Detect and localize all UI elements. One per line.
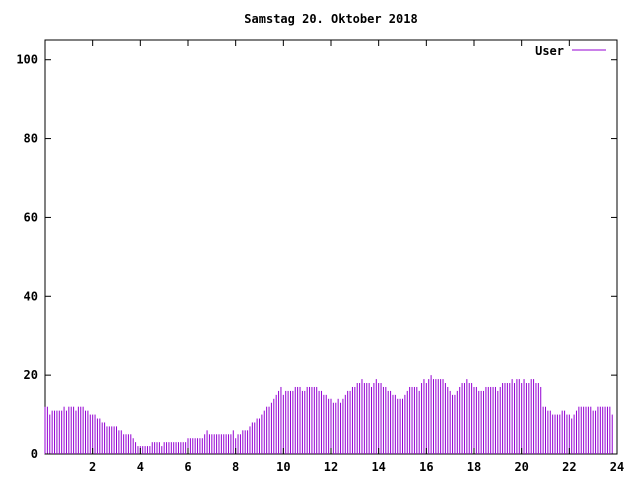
x-axis: 2 4 6 8 10 12 14 16 18 20 22 24 (89, 40, 624, 474)
y-tick-label: 20 (24, 368, 38, 382)
x-tick-label: 6 (184, 460, 191, 474)
chart-title: Samstag 20. Oktober 2018 (244, 12, 417, 26)
y-tick-label: 60 (24, 210, 38, 224)
x-tick-label: 18 (467, 460, 481, 474)
y-tick-label: 100 (16, 53, 38, 67)
x-tick-label: 4 (137, 460, 144, 474)
y-tick-label: 0 (31, 447, 38, 461)
bar-series-user (44, 375, 613, 454)
x-tick-label: 24 (610, 460, 624, 474)
y-axis: 0 20 40 60 80 100 (16, 53, 617, 461)
x-tick-label: 14 (371, 460, 385, 474)
x-tick-label: 20 (514, 460, 528, 474)
legend-label-user: User (535, 44, 564, 58)
x-tick-label: 8 (232, 460, 239, 474)
y-tick-label: 40 (24, 289, 38, 303)
x-tick-label: 16 (419, 460, 433, 474)
x-tick-label: 22 (562, 460, 576, 474)
legend: User (535, 44, 606, 58)
x-tick-label: 12 (324, 460, 338, 474)
x-tick-label: 10 (276, 460, 290, 474)
y-tick-label: 80 (24, 132, 38, 146)
x-tick-label: 2 (89, 460, 96, 474)
